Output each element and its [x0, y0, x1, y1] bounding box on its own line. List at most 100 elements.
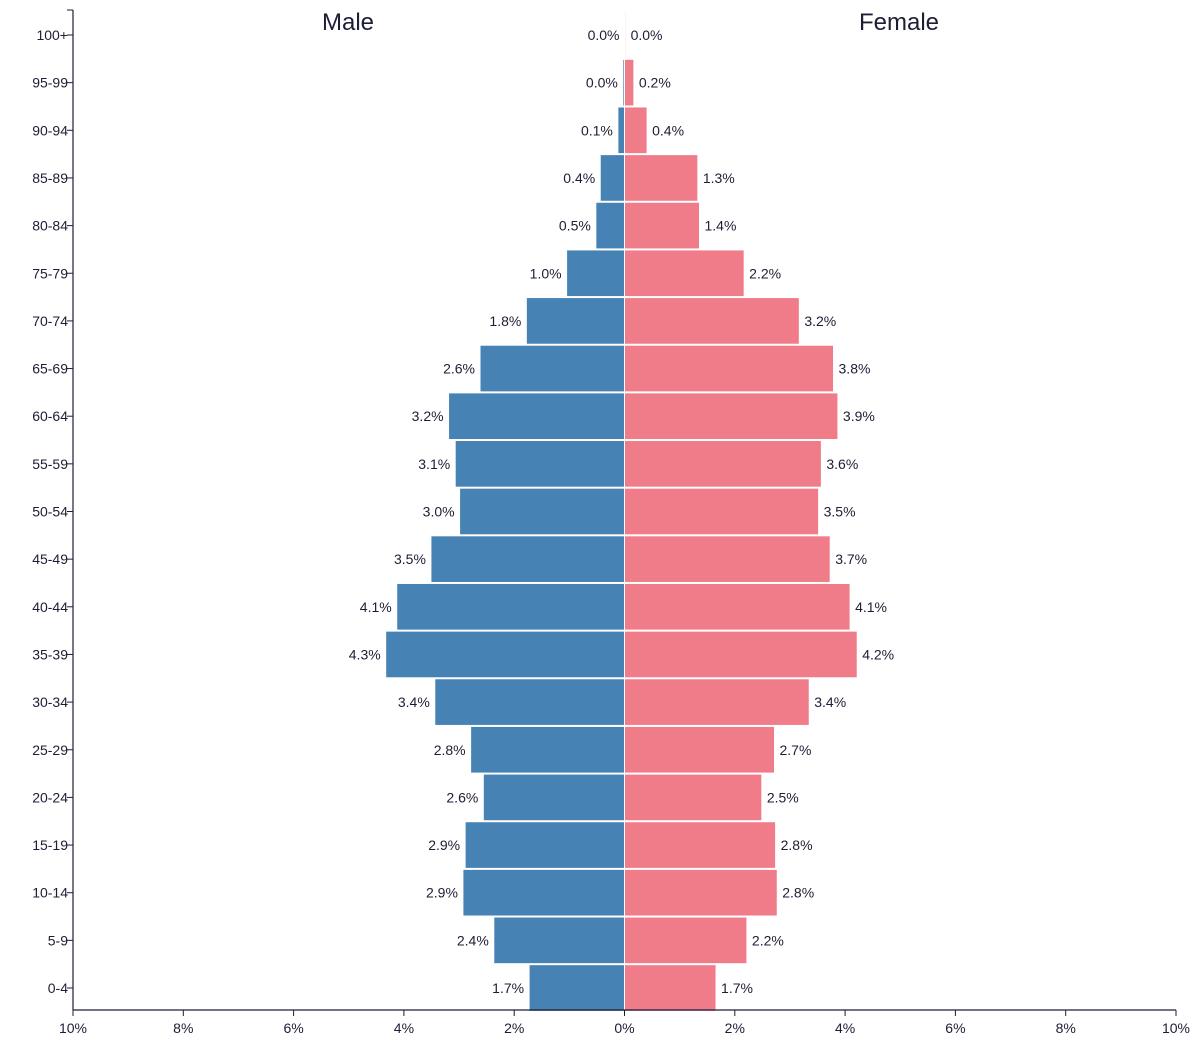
- age-group-label-10-14: 10-14: [32, 885, 68, 901]
- male-value-label-70-74: 1.8%: [489, 313, 521, 329]
- female-bar-25-29: [624, 725, 776, 774]
- female-value-label-25-29: 2.7%: [780, 742, 812, 758]
- female-value-label-40-44: 4.1%: [855, 599, 887, 615]
- male-bar-60-64: [448, 392, 625, 441]
- male-bar-85-89: [599, 154, 626, 202]
- male-value-label-0-4: 1.7%: [492, 980, 524, 996]
- male-value-label-5-9: 2.4%: [457, 932, 489, 948]
- x-tick-label-3: 4%: [394, 1020, 414, 1036]
- x-axis-ticks: 10% 8% 6% 4% 2% 0% 2% 4% 6% 8% 10%: [59, 1010, 1190, 1036]
- male-bar-70-74: [525, 297, 626, 345]
- male-bar-45-49: [430, 535, 625, 583]
- female-value-label-65-69: 3.8%: [839, 361, 871, 377]
- age-group-label-55-59: 55-59: [32, 456, 68, 472]
- male-value-label-40-44: 4.1%: [360, 599, 392, 615]
- age-group-label-50-54: 50-54: [32, 504, 68, 520]
- female-bar-35-39: [624, 630, 858, 679]
- female-value-label-0-4: 1.7%: [721, 980, 753, 996]
- female-bar-55-59: [624, 440, 822, 488]
- male-bar-35-39: [385, 630, 625, 679]
- male-value-label-50-54: 3.0%: [423, 504, 455, 520]
- female-value-label-80-84: 1.4%: [705, 218, 737, 234]
- female-value-label-50-54: 3.5%: [824, 504, 856, 520]
- age-group-label-30-34: 30-34: [32, 694, 68, 710]
- age-group-label-65-69: 65-69: [32, 361, 68, 377]
- age-group-label-85-89: 85-89: [32, 170, 68, 186]
- female-value-label-70-74: 3.2%: [804, 313, 836, 329]
- female-bar-65-69: [624, 344, 835, 393]
- female-bar-15-19: [624, 821, 777, 869]
- male-value-label-10-14: 2.9%: [426, 885, 458, 901]
- x-tick-label-2: 6%: [283, 1020, 303, 1036]
- female-bar-100+: [624, 11, 627, 59]
- male-bar-75-79: [566, 249, 626, 298]
- male-bar-30-34: [434, 678, 625, 726]
- female-value-label-5-9: 2.2%: [752, 932, 784, 948]
- male-value-label-65-69: 2.6%: [443, 361, 475, 377]
- age-group-label-15-19: 15-19: [32, 837, 68, 853]
- male-bar-65-69: [479, 344, 625, 393]
- female-bar-0-4: [624, 964, 717, 1012]
- age-group-label-80-84: 80-84: [32, 218, 68, 234]
- male-value-label-45-49: 3.5%: [394, 551, 426, 567]
- male-value-label-100+: 0.0%: [588, 27, 620, 43]
- male-bar-90-94: [617, 106, 626, 155]
- male-bar-0-4: [528, 964, 626, 1012]
- male-bar-20-24: [482, 773, 626, 822]
- age-group-label-0-4: 0-4: [48, 980, 68, 996]
- x-tick-label-1: 8%: [173, 1020, 193, 1036]
- male-bar-15-19: [464, 821, 625, 869]
- male-bar-10-14: [462, 868, 625, 917]
- female-value-label-45-49: 3.7%: [835, 551, 867, 567]
- female-value-label-75-79: 2.2%: [749, 265, 781, 281]
- female-value-label-35-39: 4.2%: [862, 646, 894, 662]
- value-labels-group: 1.7% 1.7% 2.4% 2.2% 2.9% 2.8% 2.9% 2.8% 2.6% 2.5%…: [349, 27, 894, 996]
- female-value-label-20-24: 2.5%: [767, 789, 799, 805]
- female-bar-10-14: [624, 868, 778, 917]
- male-bar-5-9: [493, 916, 625, 965]
- age-group-label-95-99: 95-99: [32, 75, 68, 91]
- age-group-label-35-39: 35-39: [32, 646, 68, 662]
- female-value-label-85-89: 1.3%: [703, 170, 735, 186]
- age-group-label-20-24: 20-24: [32, 789, 68, 805]
- female-bar-95-99: [624, 58, 635, 107]
- female-value-label-60-64: 3.9%: [843, 408, 875, 424]
- age-group-label-45-49: 45-49: [32, 551, 68, 567]
- male-value-label-90-94: 0.1%: [581, 122, 613, 138]
- female-bar-80-84: [624, 201, 701, 250]
- male-value-label-75-79: 1.0%: [530, 265, 562, 281]
- female-value-label-95-99: 0.2%: [639, 75, 671, 91]
- male-bar-50-54: [459, 487, 625, 536]
- female-bar-45-49: [624, 535, 831, 583]
- female-value-label-10-14: 2.8%: [782, 885, 814, 901]
- x-tick-label-0: 10%: [59, 1020, 87, 1036]
- male-value-label-95-99: 0.0%: [586, 75, 618, 91]
- female-value-label-100+: 0.0%: [631, 27, 663, 43]
- male-bar-55-59: [454, 440, 626, 488]
- age-group-label-25-29: 25-29: [32, 742, 68, 758]
- x-tick-label-9: 8%: [1056, 1020, 1076, 1036]
- female-bar-50-54: [624, 487, 820, 536]
- x-tick-label-6: 2%: [725, 1020, 745, 1036]
- female-value-label-55-59: 3.6%: [826, 456, 858, 472]
- female-bar-90-94: [624, 106, 648, 155]
- male-bar-25-29: [470, 725, 625, 774]
- female-bar-5-9: [624, 916, 748, 965]
- female-value-label-90-94: 0.4%: [652, 122, 684, 138]
- male-value-label-30-34: 3.4%: [398, 694, 430, 710]
- female-bar-40-44: [624, 582, 851, 631]
- male-value-label-15-19: 2.9%: [428, 837, 460, 853]
- y-axis-ticks: 0-4 5-9 10-14 15-19 20-24 25-29 30-34 35-39 40-4…: [32, 9, 73, 996]
- female-side-title: Female: [859, 9, 939, 36]
- male-bar-40-44: [396, 582, 625, 631]
- x-tick-label-7: 4%: [835, 1020, 855, 1036]
- female-value-label-15-19: 2.8%: [781, 837, 813, 853]
- age-group-label-40-44: 40-44: [32, 599, 68, 615]
- age-group-label-75-79: 75-79: [32, 265, 68, 281]
- age-group-label-60-64: 60-64: [32, 408, 68, 424]
- x-tick-label-10: 10%: [1162, 1020, 1190, 1036]
- age-group-label-5-9: 5-9: [48, 932, 68, 948]
- female-bar-20-24: [624, 773, 763, 822]
- age-group-label-70-74: 70-74: [32, 313, 68, 329]
